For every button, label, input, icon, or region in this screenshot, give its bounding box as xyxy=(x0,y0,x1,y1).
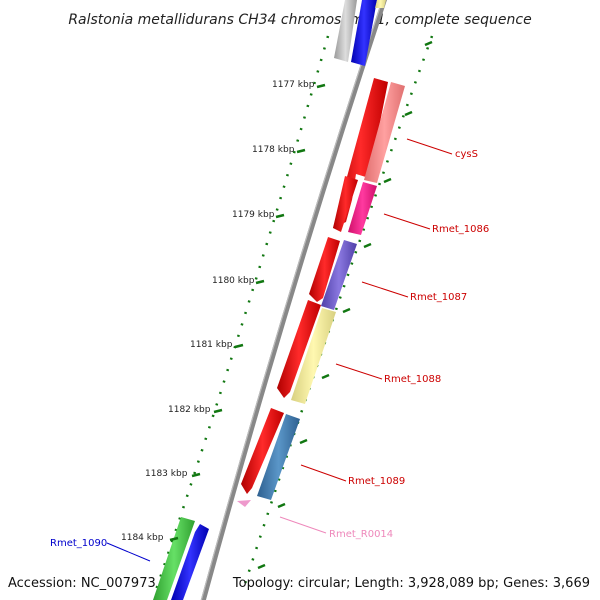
kbp-tick-label: 1179 kbp xyxy=(232,210,275,220)
outer-dotted-track xyxy=(241,35,434,591)
kbp-tick-label: 1183 kbp xyxy=(145,469,188,479)
gene-top-gray xyxy=(334,0,357,62)
kbp-tick: 1181 kbp xyxy=(190,340,244,350)
gene-label-rmet-1086[interactable]: Rmet_1086 xyxy=(432,224,489,235)
kbp-tick-label: 1182 kbp xyxy=(168,405,211,415)
kbp-tick-label: 1177 kbp xyxy=(272,80,315,90)
kbp-tick: 1184 kbp xyxy=(121,533,179,543)
kbp-tick-label: 1178 kbp xyxy=(252,145,295,155)
gene-1086-bar xyxy=(348,182,377,235)
outer-track-dashes xyxy=(257,40,433,570)
chromosome-backbone-highlight xyxy=(200,0,383,600)
gene-1087-bar xyxy=(321,240,357,310)
kbp-tick-label: 1180 kbp xyxy=(212,276,255,286)
kbp-tick-label: 1181 kbp xyxy=(190,340,233,350)
kbp-tick: 1180 kbp xyxy=(212,276,265,286)
gene-bottom-blue xyxy=(171,524,209,600)
gene-1086-rna xyxy=(333,176,358,232)
gene-label-rmet-r0014[interactable]: Rmet_R0014 xyxy=(329,529,393,540)
kbp-tick-label: 1184 kbp xyxy=(121,533,164,543)
gene-top-yellow xyxy=(375,0,386,8)
topology-text: Topology: circular; Length: 3,928,089 bp… xyxy=(232,576,590,591)
leader-lines xyxy=(106,138,453,562)
gene-cysS-bar xyxy=(364,82,405,183)
kbp-tick: 1178 kbp xyxy=(252,145,306,155)
gene-R0014-marker xyxy=(237,500,251,507)
map-title: Ralstonia metallidurans CH34 chromosome … xyxy=(68,12,531,28)
gene-1088-bar xyxy=(291,308,336,404)
gene-1087-rna xyxy=(309,237,340,302)
gene-label-rmet-1087[interactable]: Rmet_1087 xyxy=(410,292,467,303)
gene-top-blue xyxy=(351,0,377,66)
gene-1088-rna xyxy=(277,300,321,398)
kbp-tick: 1183 kbp xyxy=(145,469,201,479)
gene-1089-rna xyxy=(241,408,284,494)
gene-label-rmet-1088[interactable]: Rmet_1088 xyxy=(384,374,441,385)
kbp-tick: 1182 kbp xyxy=(168,405,223,415)
kbp-tick: 1177 kbp xyxy=(272,80,326,90)
inner-dotted-track xyxy=(154,35,330,591)
gene-label-rmet-1090[interactable]: Rmet_1090 xyxy=(50,538,107,549)
gene-1090-bar xyxy=(153,517,195,600)
chromosome-backbone xyxy=(200,0,387,600)
accession-text: Accession: NC_007973 xyxy=(8,576,156,591)
kbp-tick: 1179 kbp xyxy=(232,210,285,220)
gene-label-cysS[interactable]: cysS xyxy=(455,149,478,160)
gene-label-rmet-1089[interactable]: Rmet_1089 xyxy=(348,476,405,487)
gene-1089-bar xyxy=(257,414,300,500)
